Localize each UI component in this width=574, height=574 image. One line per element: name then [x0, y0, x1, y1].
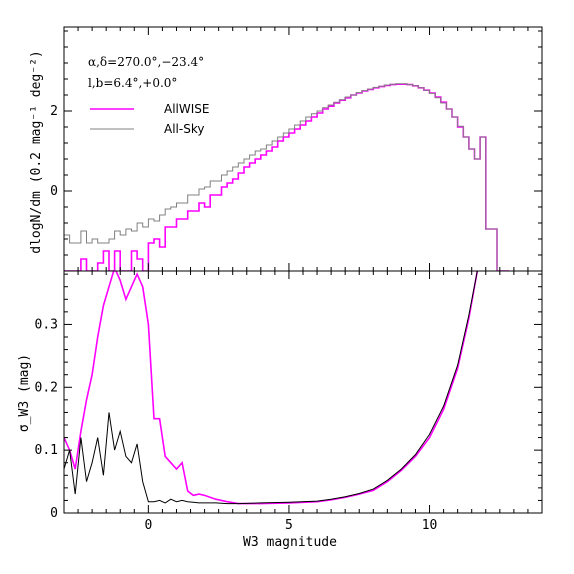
bottom-y-tick-label: 0.1	[35, 443, 58, 458]
bottom-y-tick-label: 0.2	[35, 380, 58, 395]
coords-alpha-delta: α,δ=270.0°,−23.4°	[88, 55, 204, 69]
top-y-tick-label: 2	[50, 104, 58, 119]
bottom-x-tick-label: 5	[285, 518, 293, 533]
bottom-series-allwise-line	[64, 271, 479, 505]
legend-label-allwise: AllWISE	[164, 102, 209, 116]
bottom-y-axis-title: σ_W3 (mag)	[17, 354, 32, 432]
legend-label-allsky: All-Sky	[164, 122, 204, 136]
legend: AllWISE All-Sky	[90, 102, 209, 136]
top-series-all-sky-line	[64, 83, 509, 271]
bottom-panel: 0 0.1 0.2 0.3 0 5 10	[35, 270, 543, 533]
top-y-tick-label: 0	[50, 184, 58, 199]
coords-l-b: l,b=6.4°,+0.0°	[88, 76, 177, 90]
bottom-x-tick-label: 10	[422, 518, 438, 533]
x-axis-title: W3 magnitude	[243, 535, 337, 550]
top-y-axis-title: dlogN/dm (0.2 mag⁻¹ deg⁻²)	[29, 50, 44, 254]
top-series-allwise-line	[64, 83, 510, 271]
bottom-x-tick-label: 0	[144, 518, 152, 533]
bottom-y-tick-label: 0.3	[35, 317, 58, 332]
bottom-series-allsky-line	[64, 271, 478, 505]
bottom-y-tick-label: 0	[50, 506, 58, 521]
